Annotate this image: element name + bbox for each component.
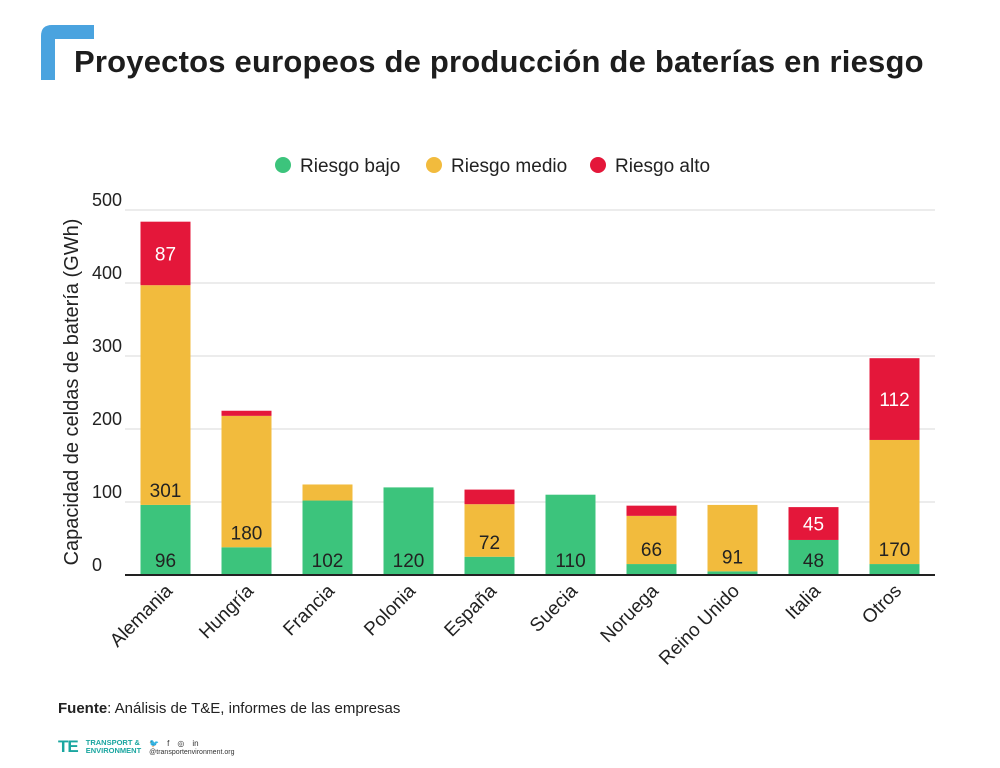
data-label: 45: [803, 515, 824, 536]
bar-segment: [302, 484, 353, 501]
legend-label: Riesgo bajo: [300, 156, 400, 177]
legend-label: Riesgo medio: [451, 156, 567, 177]
data-label: 120: [393, 551, 425, 572]
data-label: 301: [150, 481, 182, 502]
data-label: 170: [879, 540, 911, 561]
bar-segment: [869, 358, 920, 440]
legend-label: Riesgo alto: [615, 156, 710, 177]
bar-segment: [464, 489, 515, 505]
bar-segment: [383, 487, 434, 575]
social-links: 🐦 f ◎ in @transportenvironment.org: [149, 739, 234, 756]
data-label: 180: [231, 523, 263, 544]
bar-segment: [788, 507, 839, 540]
legend-marker: [590, 157, 606, 173]
legend-marker: [426, 157, 442, 173]
y-tick-label: 400: [92, 263, 122, 283]
data-label: 112: [879, 390, 909, 411]
bar-segment: [221, 547, 272, 575]
x-tick-label: Italia: [782, 580, 826, 624]
y-tick-label: 300: [92, 336, 122, 356]
x-tick-label: Polonia: [360, 580, 420, 640]
data-label: 102: [312, 551, 344, 572]
bar-segment: [869, 564, 920, 575]
bar-segment: [302, 500, 353, 575]
source-label: Fuente: [58, 700, 108, 717]
bar-segment: [869, 439, 920, 565]
x-tick-label: Otros: [858, 581, 906, 629]
y-tick-label: 200: [92, 409, 122, 429]
bar-segment: [464, 504, 515, 557]
bar-segment: [626, 515, 677, 565]
instagram-icon[interactable]: ◎: [177, 738, 185, 748]
data-label: 66: [641, 540, 662, 561]
bar-segment: [221, 410, 272, 416]
y-tick-label: 0: [92, 555, 102, 575]
bar-segment: [140, 285, 191, 505]
x-tick-label: Francia: [279, 580, 339, 640]
source-text: : Análisis de T&E, informes de las empre…: [107, 700, 401, 717]
bar-segment: [545, 494, 596, 575]
footer-branding: TE TRANSPORT & ENVIRONMENT 🐦 f ◎ in @tra…: [58, 736, 234, 758]
data-label: 91: [722, 547, 743, 568]
x-tick-label: Alemania: [106, 580, 177, 651]
legend-marker: [275, 157, 291, 173]
x-tick-label: Hungría: [195, 580, 258, 643]
website-link[interactable]: @transportenvironment.org: [149, 748, 235, 756]
y-tick-label: 100: [92, 482, 122, 502]
data-label: 48: [803, 551, 824, 572]
x-tick-label: Reino Unido: [655, 581, 744, 670]
x-tick-label: Noruega: [597, 580, 664, 647]
twitter-icon[interactable]: 🐦: [149, 738, 160, 748]
y-tick-label: 500: [92, 190, 122, 210]
te-logo-icon: TE: [58, 737, 79, 756]
bar-segment: [788, 539, 839, 575]
logo-line-1: TRANSPORT &: [85, 738, 140, 747]
brand-corner-mark: [41, 25, 94, 80]
data-label: 96: [155, 551, 176, 572]
bar-segment: [707, 504, 758, 572]
bar-segment: [626, 564, 677, 575]
linkedin-icon[interactable]: in: [192, 738, 199, 748]
bar-segment: [140, 504, 191, 575]
x-tick-label: España: [441, 580, 502, 641]
bar-segment: [140, 221, 191, 286]
data-label: 72: [479, 533, 500, 554]
y-axis-label: Capacidad de celdas de batería (GWh): [61, 219, 83, 566]
bar-segment: [464, 556, 515, 575]
facebook-icon[interactable]: f: [167, 738, 170, 748]
bar-segment: [707, 571, 758, 575]
data-label: 87: [155, 244, 176, 265]
page-title: Proyectos europeos de producción de bate…: [74, 44, 924, 79]
source-note: Fuente: Análisis de T&E, informes de las…: [58, 700, 400, 717]
x-tick-label: Suecia: [526, 580, 582, 636]
te-logo-text: TRANSPORT & ENVIRONMENT: [86, 739, 141, 755]
bar-segment: [626, 505, 677, 516]
stacked-bar-chart: 0 100 200 300 400 500 Capacidad de celdas de b…: [61, 156, 935, 670]
data-label: 110: [555, 551, 585, 572]
logo-line-2: ENVIRONMENT: [85, 746, 142, 755]
bar-segment: [221, 415, 272, 548]
